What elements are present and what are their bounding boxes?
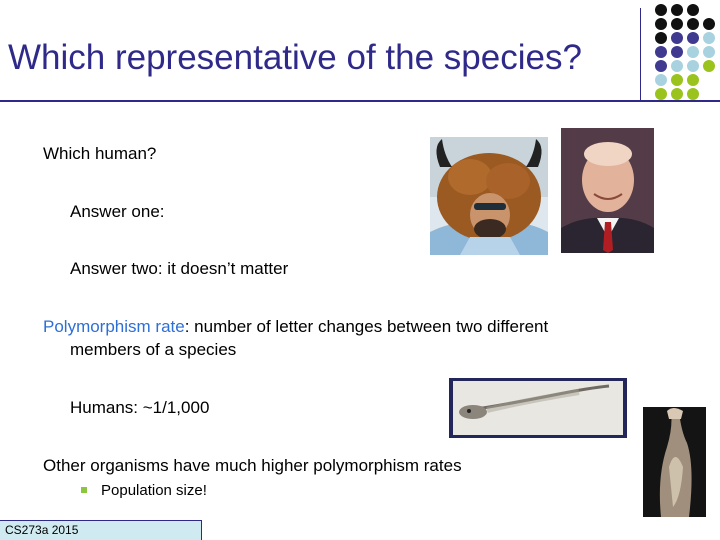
horned-fur-hat-man-photo xyxy=(430,137,548,255)
dot xyxy=(655,18,667,30)
dot xyxy=(703,46,715,58)
dot xyxy=(687,46,699,58)
dot xyxy=(671,4,683,16)
larva-drawing-photo xyxy=(449,378,627,438)
footer-course-label: CS273a 2015 xyxy=(0,520,202,540)
vertical-divider xyxy=(640,8,641,100)
dot xyxy=(655,88,667,100)
title-divider xyxy=(0,100,720,102)
dot xyxy=(655,46,667,58)
slide-title: Which representative of the species? xyxy=(8,38,582,77)
square-bullet-icon xyxy=(81,487,87,493)
dot xyxy=(671,74,683,86)
suited-man-portrait-photo xyxy=(561,128,654,253)
body-line-other-organisms: Other organisms have much higher polymor… xyxy=(43,456,462,475)
dot xyxy=(671,60,683,72)
dot xyxy=(655,74,667,86)
dot xyxy=(655,32,667,44)
dot xyxy=(687,32,699,44)
dot xyxy=(703,60,715,72)
translucent-organism-photo xyxy=(643,407,706,517)
dot xyxy=(655,60,667,72)
body-line-polymorphism-cont: members of a species xyxy=(70,340,237,359)
dot xyxy=(687,88,699,100)
body-line-polymorphism: Polymorphism rate: number of letter chan… xyxy=(43,317,548,337)
sub-bullet-population: Population size! xyxy=(101,482,207,499)
polymorphism-term: Polymorphism rate xyxy=(43,317,185,336)
polymorphism-definition: : number of letter changes between two d… xyxy=(184,317,549,336)
dot xyxy=(671,88,683,100)
dot xyxy=(703,32,715,44)
dot xyxy=(703,18,715,30)
dot xyxy=(671,46,683,58)
body-line-answer-one: Answer one: xyxy=(70,202,165,221)
dot xyxy=(655,4,667,16)
decorative-dot-grid xyxy=(651,4,717,100)
dot xyxy=(687,18,699,30)
body-line-humans: Humans: ~1/1,000 xyxy=(70,398,210,417)
dot xyxy=(687,74,699,86)
dot xyxy=(671,18,683,30)
dot xyxy=(687,4,699,16)
dot xyxy=(671,32,683,44)
dot xyxy=(687,60,699,72)
body-line-answer-two: Answer two: it doesn’t matter xyxy=(70,259,289,278)
body-line-which-human: Which human? xyxy=(43,144,157,163)
